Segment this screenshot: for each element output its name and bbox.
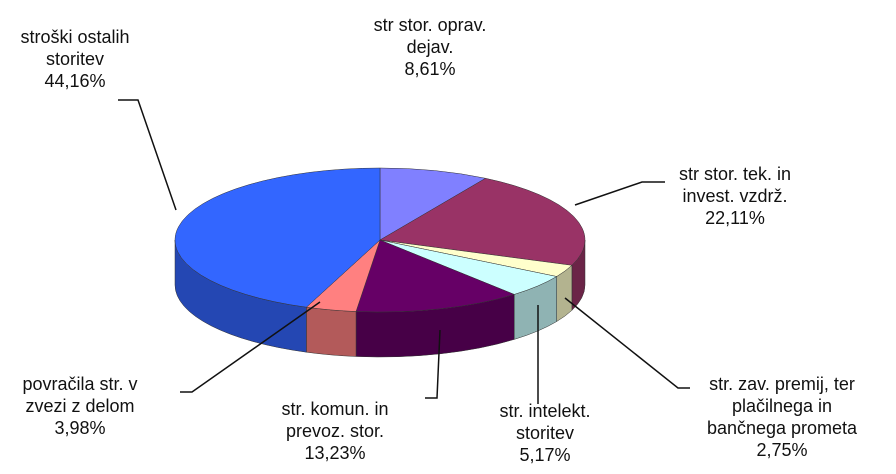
category-label: str. intelekt. storitev xyxy=(499,401,591,443)
value-label: 22,11% xyxy=(705,208,765,228)
category-label: str. komun. in prevoz. stor. xyxy=(281,399,389,441)
slice-label: str stor. tek. in invest. vzdrž. 22,11% xyxy=(615,163,855,229)
slice-side xyxy=(306,306,357,357)
slice xyxy=(355,239,515,313)
slice xyxy=(379,167,487,241)
slice-label: stroški ostalih storitev 44,16% xyxy=(0,26,195,92)
value-label: 13,23% xyxy=(304,443,366,463)
leader-line xyxy=(574,181,665,206)
category-label: str stor. oprav. dejav. xyxy=(373,15,487,57)
slice xyxy=(174,167,381,308)
category-label: str stor. tek. in invest. vzdrž. xyxy=(678,164,792,206)
slice-label: str stor. oprav. dejav. 8,61% xyxy=(310,14,550,80)
category-label: stroški ostalih storitev xyxy=(20,27,130,69)
slice xyxy=(379,178,586,266)
value-label: 44,16% xyxy=(44,71,106,91)
slice-label: str. zav. premij, ter plačilnega in banč… xyxy=(662,373,896,461)
category-label: povračila str. v zvezi z delom xyxy=(22,374,138,416)
value-label: 8,61% xyxy=(404,59,456,79)
category-label: str. zav. premij, ter plačilnega in banč… xyxy=(706,374,858,438)
slice-label: str. komun. in prevoz. stor. 13,23% xyxy=(215,398,455,464)
leader-line xyxy=(564,297,690,389)
leader-line xyxy=(180,301,321,393)
value-label: 2,75% xyxy=(756,440,808,460)
leader-line xyxy=(118,99,177,211)
value-label: 3,98% xyxy=(54,418,106,438)
value-label: 5,17% xyxy=(519,445,571,465)
slice-label: str. intelekt. storitev 5,17% xyxy=(425,400,665,466)
slice-label: povračila str. v zvezi z delom 3,98% xyxy=(0,373,200,439)
leader-line xyxy=(425,329,441,399)
